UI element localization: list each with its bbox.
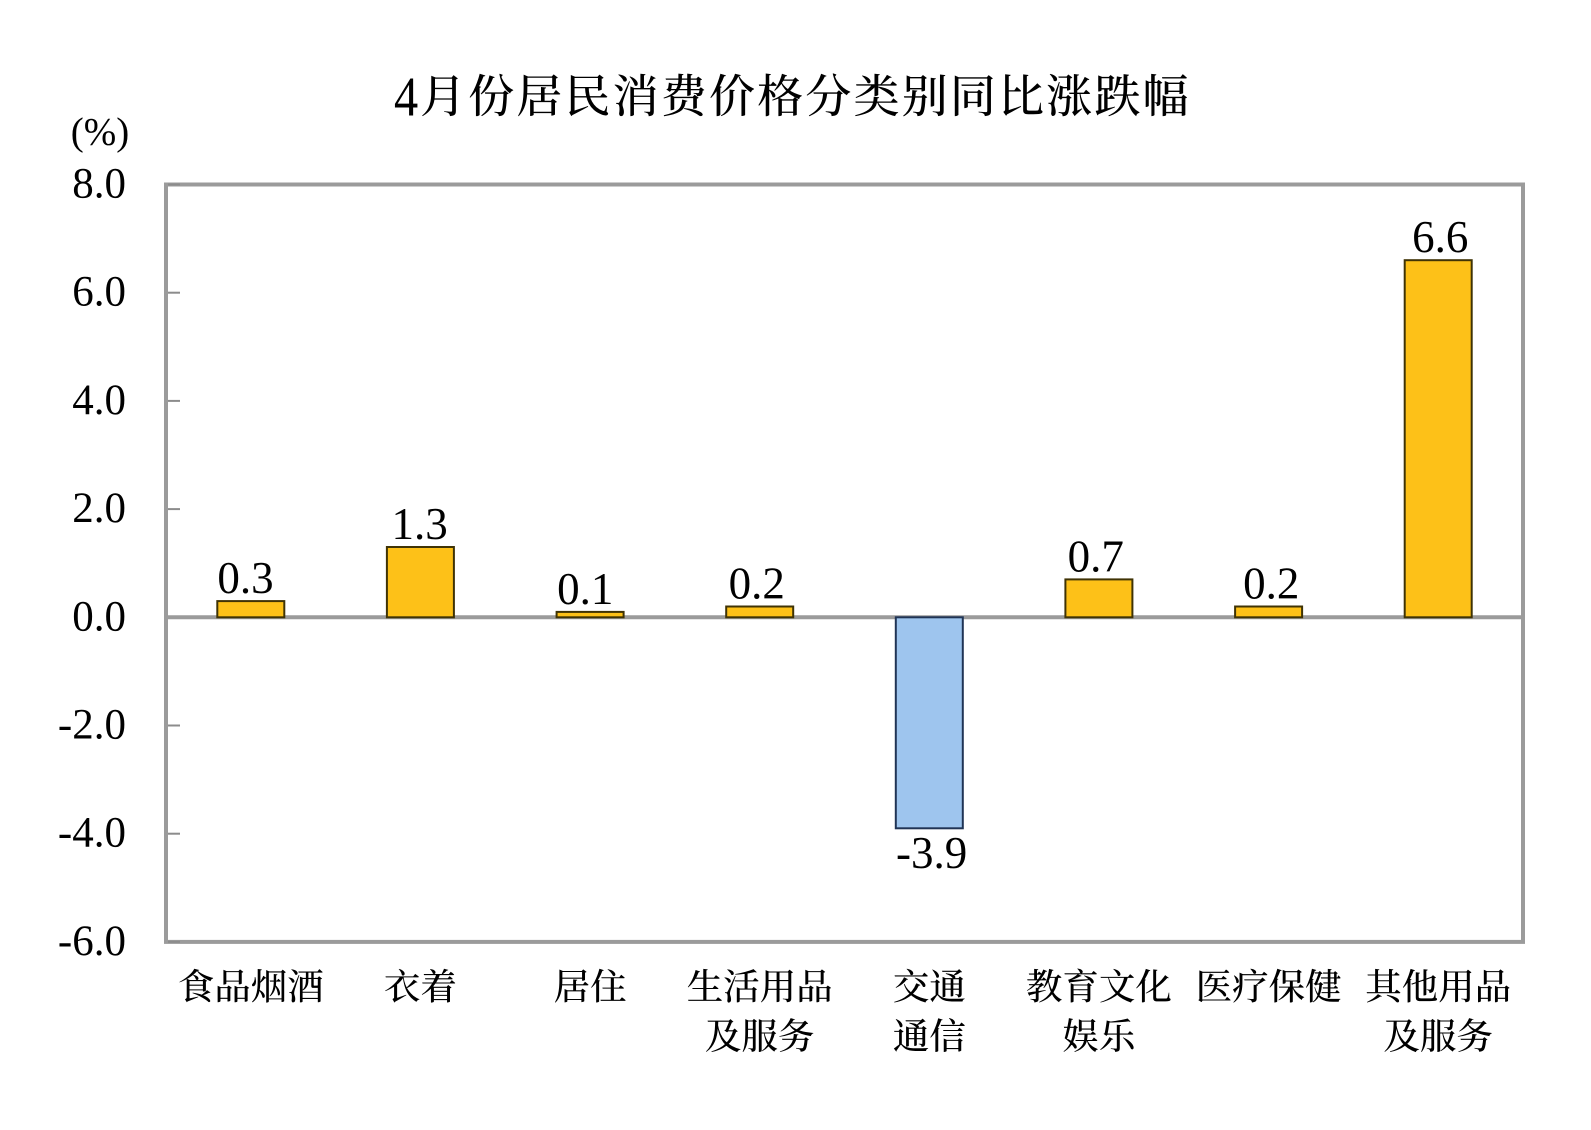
- svg-text:0.7: 0.7: [1068, 531, 1124, 581]
- svg-text:8.0: 8.0: [72, 161, 126, 208]
- svg-text:2.0: 2.0: [72, 485, 126, 532]
- svg-text:-3.9: -3.9: [896, 828, 967, 878]
- svg-text:0.2: 0.2: [729, 559, 785, 609]
- svg-text:-4.0: -4.0: [58, 810, 126, 857]
- svg-text:1.3: 1.3: [391, 499, 447, 549]
- svg-text:(%): (%): [71, 111, 129, 154]
- svg-text:6.0: 6.0: [72, 269, 126, 316]
- svg-text:-2.0: -2.0: [58, 702, 126, 749]
- svg-text:4.0: 4.0: [72, 377, 126, 424]
- svg-text:6.6: 6.6: [1412, 212, 1468, 262]
- svg-text:4: 4: [394, 66, 418, 128]
- svg-text:0.3: 0.3: [217, 553, 273, 603]
- svg-text:-6.0: -6.0: [58, 918, 126, 965]
- svg-text:0.0: 0.0: [72, 593, 126, 640]
- svg-text:0.2: 0.2: [1243, 559, 1299, 609]
- svg-text:0.1: 0.1: [557, 564, 613, 614]
